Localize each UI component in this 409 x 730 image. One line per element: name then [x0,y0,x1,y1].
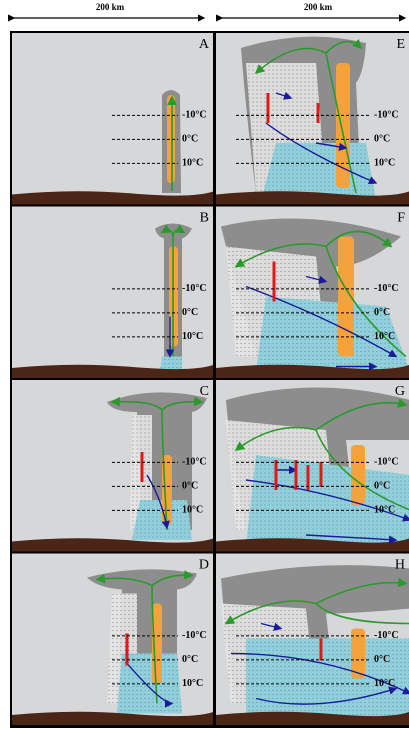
isotherm-label: 0°C [374,654,390,665]
isotherm-label: 10°C [182,678,203,689]
isotherm-label: 0°C [374,481,390,492]
updraft [351,445,365,505]
panel: -10°C 0°C 10°C C [12,380,213,552]
scale-label: 200 km [96,2,125,12]
isotherm-label: 10°C [374,158,395,169]
scale-label: 200 km [304,2,333,12]
hail-bar [320,639,323,661]
panel-letter: C [200,384,209,399]
isotherm-label: -10°C [374,457,399,468]
hail-bar [275,460,278,490]
panel: -10°C 0°C 10°C E [216,33,409,205]
isotherm-label: 0°C [182,481,198,492]
isotherm-label: 0°C [374,307,390,318]
isotherm-label: -10°C [374,283,399,294]
isotherm-label: -10°C [374,630,399,641]
isotherm-label: 0°C [374,134,390,145]
panel: -10°C 0°C 10°C H [216,554,409,726]
updraft [336,63,350,188]
isotherm-label: 10°C [182,331,203,342]
panel: -10°C 0°C 10°C D [12,554,213,726]
panel: -10°C 0°C 10°C A [12,33,213,205]
panel-letter: G [395,384,405,399]
isotherm-label: 0°C [182,134,198,145]
isotherm-label: 10°C [374,331,395,342]
isotherm-label: 0°C [182,654,198,665]
isotherm-label: -10°C [182,110,207,121]
hail-bar [273,262,276,302]
isotherm-label: 10°C [182,158,203,169]
hail-bar [317,103,320,123]
panel: -10°C 0°C 10°C B [12,207,213,379]
isotherm-label: 10°C [374,505,395,516]
panel-letter: F [397,211,405,226]
isotherm-label: 0°C [182,307,198,318]
isotherm-label: -10°C [182,283,207,294]
isotherm-label: -10°C [374,110,399,121]
panel-letter: H [395,558,405,573]
isotherm-label: -10°C [182,457,207,468]
panel: -10°C 0°C 10°C F [216,207,409,379]
isotherm-label: -10°C [182,630,207,641]
panel-letter: A [199,37,210,52]
panel-letter: B [200,211,209,226]
panel: -10°C 0°C 10°C G [216,380,409,552]
hail-bar [126,634,129,666]
hail-bar [141,452,144,482]
hail-bar [267,93,270,123]
isotherm-label: 10°C [182,505,203,516]
panel-letter: E [396,37,405,52]
hail-bar [295,460,298,490]
isotherm-label: 10°C [374,678,395,689]
panel-letter: D [199,558,209,573]
figure: 200 km 200 km -10°C 0°C 10°C A -10°C 0°C 10°C B… [0,0,409,730]
hail-bar [320,462,323,487]
